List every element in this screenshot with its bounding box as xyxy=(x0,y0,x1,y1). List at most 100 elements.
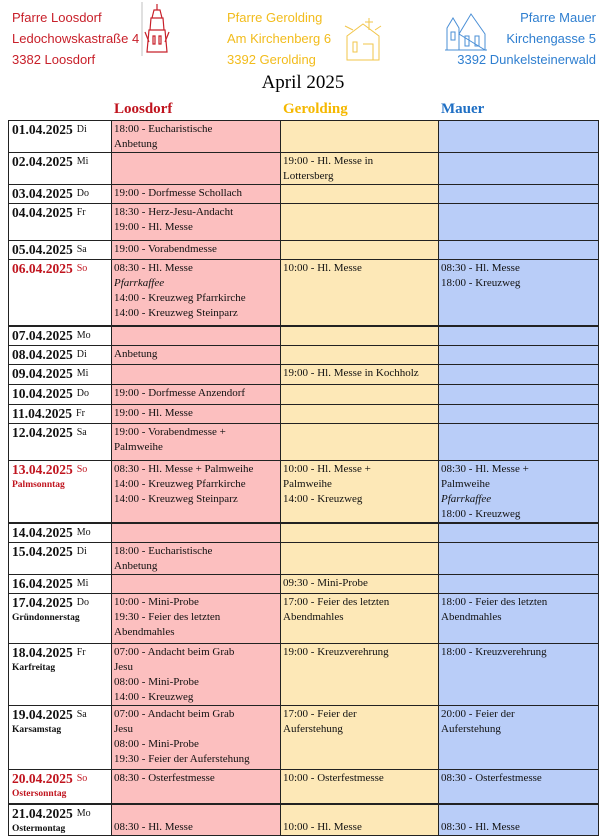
date: 07.04.2025 xyxy=(12,327,73,343)
event-line: 19:00 - Hl. Messe xyxy=(114,406,193,419)
event-line: Jesu xyxy=(114,723,133,735)
date-cell: 19.04.2025 Sa Karsamstag xyxy=(8,705,112,770)
loosdorf-events-cell: 08:30 - Hl. Messe Pfarrkaffee 14:00 - Kreu… xyxy=(111,259,281,327)
event-line: 10:00 - Mini-Probe xyxy=(114,596,199,608)
weekday: Do xyxy=(76,188,89,199)
gerolding-events-cell: 19:00 - Hl. Messe in Kochholz xyxy=(280,363,439,385)
mauer-events-cell xyxy=(438,574,599,594)
schedule-row: 04.04.2025 Fr 18:30 - Herz-Jesu-Andacht 19:… xyxy=(8,203,599,241)
date-cell: 10.04.2025 Do xyxy=(8,383,112,405)
schedule-row: 18.04.2025 Fr Karfreitag 07:00 - Andacht be… xyxy=(8,643,599,706)
loosdorf-events-cell: 19:00 - Dorfmesse Schollach xyxy=(111,184,281,204)
loosdorf-events-cell: 18:00 - Eucharistische Anbetung xyxy=(111,120,281,153)
weekday: Mi xyxy=(76,367,89,379)
loosdorf-church-logo xyxy=(141,2,170,56)
event-line: 19:00 - Dorfmesse Anzendorf xyxy=(114,386,246,399)
header-loosdorf-address: Pfarre Loosdorf Ledochowskastraße 4 3382… xyxy=(12,7,139,70)
event-line: 17:00 - Feier des letzten xyxy=(283,596,390,608)
date-cell: 14.04.2025 Mo xyxy=(8,522,112,543)
event-line: 14:00 - Kreuzweg Steinparz xyxy=(114,307,238,319)
weekday: Fr xyxy=(76,407,85,419)
event-line: Auferstehung xyxy=(283,723,343,735)
event-line: 18:00 - Eucharistische xyxy=(114,123,213,135)
date-cell: 07.04.2025 Mo xyxy=(8,325,112,346)
mauer-events-cell xyxy=(438,383,599,405)
date: 09.04.2025 xyxy=(12,365,73,381)
mauer-events-cell xyxy=(438,120,599,153)
gerolding-events-cell xyxy=(280,522,439,543)
gerolding-events-cell xyxy=(280,240,439,260)
holiday-label: Palmsonntag xyxy=(12,479,65,490)
address-line: Pfarre Gerolding xyxy=(227,10,323,25)
loosdorf-events-cell: 19:00 - Vorabendmesse + Palmweihe xyxy=(111,422,281,461)
date-cell: 02.04.2025 Mi xyxy=(8,152,112,185)
event-line: Abendmahles xyxy=(114,626,175,638)
address-line: 3392 Dunkelsteinerwald xyxy=(457,52,596,67)
weekday: So xyxy=(76,263,88,274)
weekday: Fr xyxy=(76,647,86,658)
schedule-row: 12.04.2025 Sa 19:00 - Vorabendmesse + Palmw… xyxy=(8,422,599,461)
event-line: 14:00 - Kreuzweg Pfarrkirche xyxy=(114,477,246,490)
event-line: 08:30 - Hl. Messe xyxy=(441,821,520,833)
event-line: 08:30 - Hl. Messe xyxy=(114,821,193,833)
schedule-row: 09.04.2025 Mi 19:00 - Hl. Messe in Kochhol… xyxy=(8,363,599,385)
date: 11.04.2025 xyxy=(12,405,73,421)
date-cell: 17.04.2025 Do Gründonnerstag xyxy=(8,593,112,644)
address-line: Ledochowskastraße 4 xyxy=(12,31,140,46)
schedule-row: 17.04.2025 Do Gründonnerstag 10:00 - Mini-P… xyxy=(8,593,599,644)
address-line: Kirchengasse 5 xyxy=(506,31,596,46)
date: 02.04.2025 xyxy=(12,154,73,169)
schedule-row: 03.04.2025 Do 19:00 - Dorfmesse Schollach xyxy=(8,184,599,204)
loosdorf-events-cell xyxy=(111,574,281,594)
loosdorf-events-cell: 18:30 - Herz-Jesu-Andacht 19:00 - Hl. Mes… xyxy=(111,203,281,241)
date: 04.04.2025 xyxy=(12,205,73,220)
mauer-events-cell: 08:30 - Hl. Messe xyxy=(438,803,599,836)
gerolding-events-cell: 10:00 - Hl. Messe xyxy=(280,803,439,836)
address-line: 3392 Gerolding xyxy=(227,52,316,67)
header-mauer-address: Pfarre Mauer Kirchengasse 5 3392 Dunkels… xyxy=(457,7,596,70)
event-line: 08:30 - Hl. Messe xyxy=(114,262,193,274)
mauer-events-cell xyxy=(438,522,599,543)
event-line: Anbetung xyxy=(114,138,158,150)
date-cell: 09.04.2025 Mi xyxy=(8,363,112,385)
event-line: 14:00 - Kreuzweg xyxy=(283,492,363,505)
event-line: 08:30 - Osterfestmesse xyxy=(114,772,215,784)
schedule-row: 11.04.2025 Fr 19:00 - Hl. Messe xyxy=(8,403,599,424)
event-line: 18:00 - Eucharistische xyxy=(114,545,213,557)
schedule-row: 05.04.2025 Sa 19:00 - Vorabendmesse xyxy=(8,240,599,260)
loosdorf-events-cell: Anbetung xyxy=(111,344,281,365)
date-cell: 05.04.2025 Sa xyxy=(8,240,112,260)
loosdorf-events-cell xyxy=(111,363,281,385)
event-line: 08:30 - Hl. Messe xyxy=(441,262,520,274)
event-line: 19:00 - Hl. Messe in xyxy=(283,155,374,167)
gerolding-events-cell: 10:00 - Hl. Messe xyxy=(280,259,439,327)
date: 10.04.2025 xyxy=(12,385,73,401)
gerolding-events-cell: 19:00 - Kreuzverehrung xyxy=(280,643,439,706)
schedule-row: 16.04.2025 Mi 09:30 - Mini-Probe xyxy=(8,574,599,594)
gerolding-events-cell: 10:00 - Osterfestmesse xyxy=(280,769,439,805)
mauer-church-logo xyxy=(445,13,487,51)
date-cell: 16.04.2025 Mi xyxy=(8,574,112,594)
event-line: Jesu xyxy=(114,661,133,673)
event-line: 19:00 - Dorfmesse Schollach xyxy=(114,187,242,199)
event-line: Abendmahles xyxy=(283,611,344,623)
loosdorf-events-cell: 19:00 - Dorfmesse Anzendorf xyxy=(111,383,281,405)
event-line: 19:00 - Vorabendmesse + xyxy=(114,425,226,438)
date: 01.04.2025 xyxy=(12,122,73,137)
weekday: Di xyxy=(76,348,87,360)
loosdorf-events-cell: 19:00 - Hl. Messe xyxy=(111,403,281,424)
event-line: 19:00 - Hl. Messe xyxy=(114,221,193,233)
mauer-events-cell xyxy=(438,184,599,204)
gerolding-events-cell: 17:00 - Feier des letzten Abendmahles xyxy=(280,593,439,644)
loosdorf-events-cell xyxy=(111,152,281,185)
date: 18.04.2025 xyxy=(12,645,73,660)
mauer-events-cell: 18:00 - Feier des letzten Abendmahles xyxy=(438,593,599,644)
weekday: Di xyxy=(76,546,87,557)
gerolding-events-cell: 09:30 - Mini-Probe xyxy=(280,574,439,594)
event-line: 19:00 - Kreuzverehrung xyxy=(283,646,389,658)
gerolding-events-cell xyxy=(280,383,439,405)
schedule-row: 06.04.2025 So 08:30 - Hl. Messe Pfarrkaffee… xyxy=(8,259,599,327)
loosdorf-events-cell: 19:00 - Vorabendmesse xyxy=(111,240,281,260)
schedule-row: 15.04.2025 Di 18:00 - Eucharistische Anbetu… xyxy=(8,542,599,575)
date: 08.04.2025 xyxy=(12,346,73,362)
